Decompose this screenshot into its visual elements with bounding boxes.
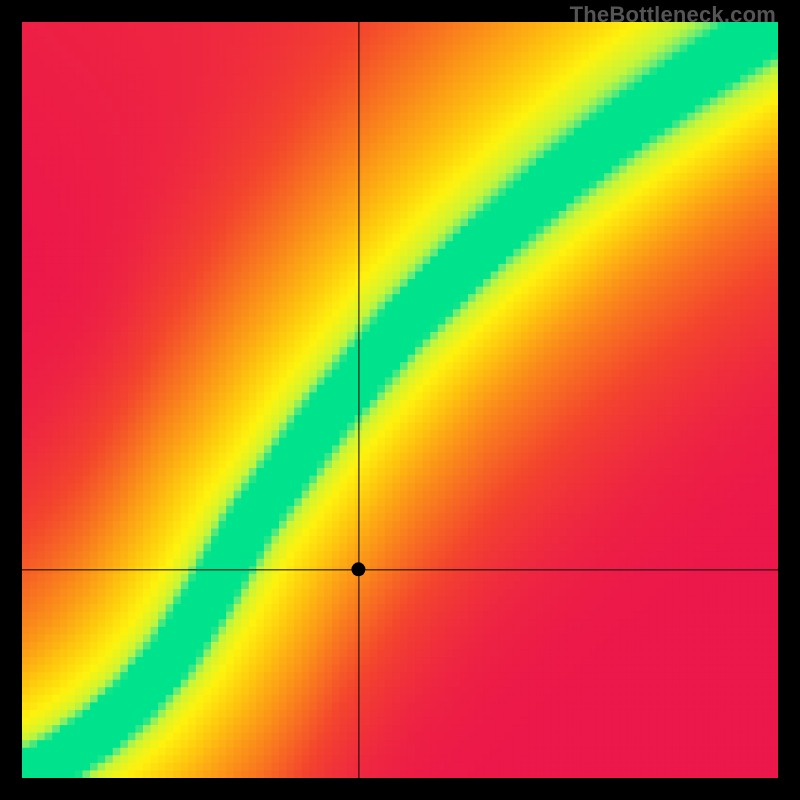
heatmap-plot-area <box>22 22 778 778</box>
heatmap-canvas <box>22 22 778 778</box>
bottleneck-heatmap-figure: { "watermark": { "text": "TheBottleneck.… <box>0 0 800 800</box>
